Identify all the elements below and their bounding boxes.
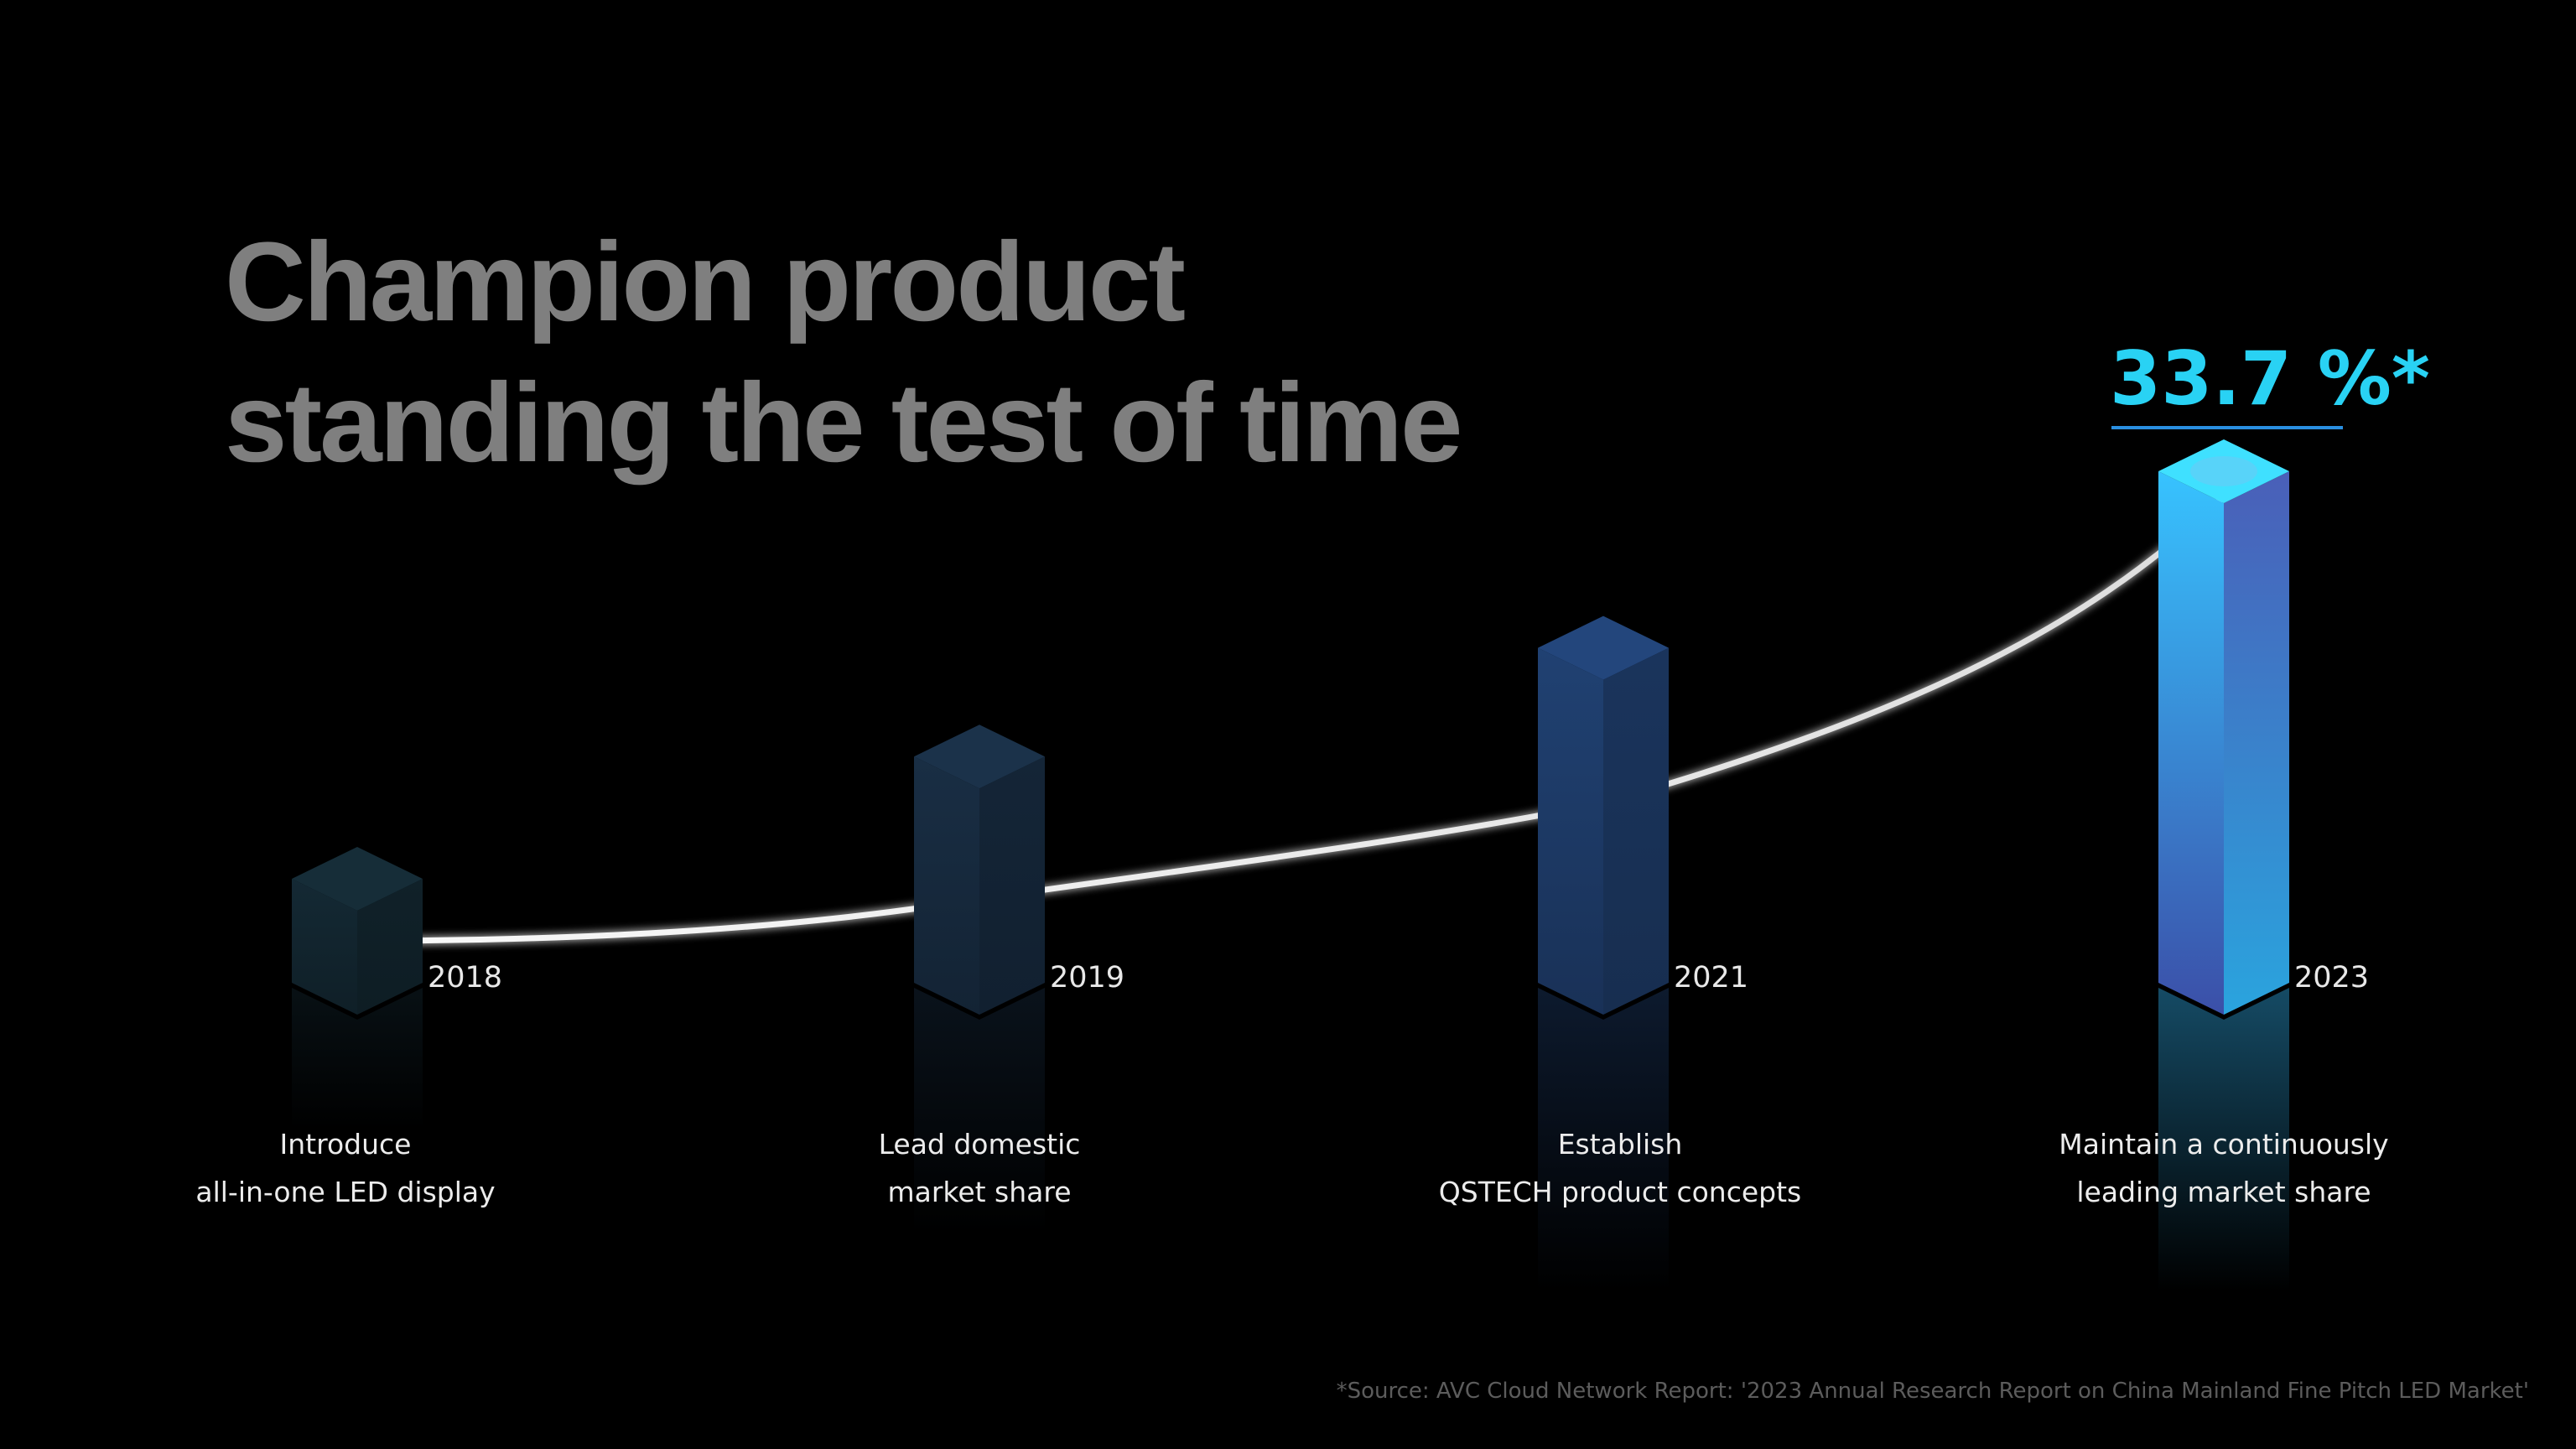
bar-reflection [292, 988, 423, 1130]
bar-reflection [1538, 988, 1669, 1291]
tick-label-2023: 2023 [2294, 961, 2370, 995]
bar-top-highlight [2190, 456, 2257, 486]
milestone-description-2021: Establish QSTECH product concepts [1385, 1120, 1855, 1216]
bar-top-face [914, 724, 1045, 789]
bar-reflection [914, 988, 1045, 1234]
milestone-description-2019: Lead domestic market share [745, 1120, 1214, 1216]
bar-right-face [979, 756, 1045, 1015]
milestone-description-line: all-in-one LED display [195, 1176, 496, 1208]
bar-right-face [2224, 471, 2289, 1015]
bar-2023 [2158, 439, 2289, 1291]
market-share-underline [2111, 426, 2343, 429]
tick-label-2019: 2019 [1050, 961, 1125, 995]
bar-right-face [357, 879, 423, 1015]
milestone-description-line: leading market share [2076, 1176, 2371, 1208]
tick-label-2021: 2021 [1674, 961, 1749, 995]
milestone-description-line: Maintain a continuously [2059, 1128, 2389, 1161]
bar-left-face [1538, 647, 1603, 1015]
milestone-description-line: Establish [1557, 1128, 1683, 1161]
page-title-line-2: standing the test of time [225, 361, 1463, 486]
bar-left-face [914, 756, 979, 1015]
bar-top-face [1538, 615, 1669, 680]
bar-2021 [1538, 615, 1669, 1291]
milestone-description-line: QSTECH product concepts [1438, 1176, 1802, 1208]
bar-left-face [292, 879, 357, 1015]
page-title-line-1: Champion product [225, 220, 1186, 345]
source-footnote: *Source: AVC Cloud Network Report: '2023… [1336, 1379, 2529, 1404]
milestone-description-2018: Introduce all-in-one LED display [111, 1120, 580, 1216]
bar-top-face [292, 847, 423, 911]
market-share-value: 33.7 %* [2110, 335, 2430, 422]
bar-reflection [2158, 988, 2289, 1291]
milestone-description-line: Introduce [279, 1128, 412, 1161]
milestone-description-line: Lead domestic [878, 1128, 1081, 1161]
bar-2019 [914, 724, 1045, 1234]
trend-line [354, 493, 2227, 944]
bar-right-face [1603, 647, 1669, 1015]
bar-2018 [292, 847, 423, 1130]
tick-label-2018: 2018 [428, 961, 503, 995]
milestone-description-2023: Maintain a continuously leading market s… [1989, 1120, 2459, 1216]
milestone-description-line: market share [887, 1176, 1072, 1208]
bar-left-face [2158, 471, 2224, 1015]
